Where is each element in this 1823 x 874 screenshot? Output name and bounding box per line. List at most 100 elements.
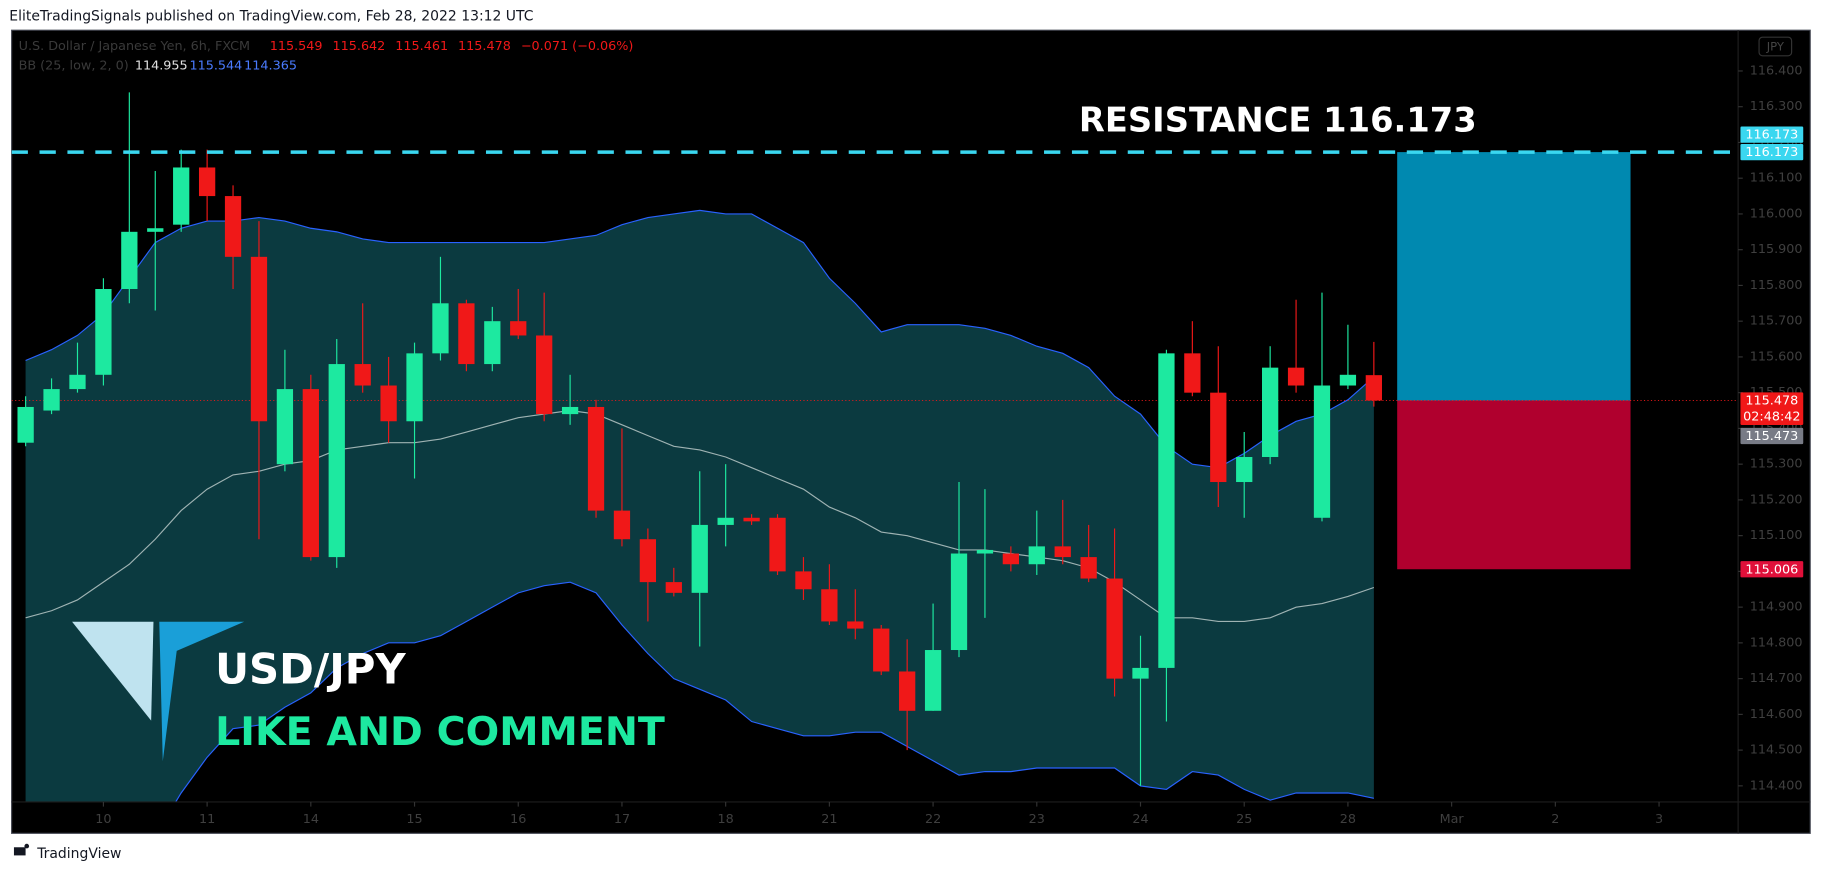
watermark-pair: USD/JPY bbox=[215, 644, 406, 693]
candle-body bbox=[173, 167, 190, 225]
currency-badge bbox=[1758, 36, 1793, 57]
candle-body bbox=[665, 582, 682, 593]
price-label-box bbox=[1740, 126, 1804, 143]
candle-body bbox=[821, 589, 838, 622]
y-tick-label: 115.200 bbox=[1750, 492, 1803, 507]
candle-body bbox=[302, 389, 319, 558]
y-tick-label: 115.100 bbox=[1750, 528, 1803, 543]
candle-body bbox=[95, 289, 112, 375]
x-tick-label: 18 bbox=[718, 812, 734, 827]
logo-mark bbox=[24, 843, 30, 849]
candle-body bbox=[1106, 578, 1123, 679]
y-tick-label: 116.000 bbox=[1750, 206, 1803, 221]
y-tick-label: 114.800 bbox=[1750, 635, 1803, 650]
candle-body bbox=[1365, 375, 1382, 401]
y-tick-label: 116.300 bbox=[1750, 99, 1803, 114]
x-tick-label: 16 bbox=[510, 812, 526, 827]
candle-body bbox=[198, 167, 216, 197]
candle-body bbox=[406, 353, 423, 422]
x-tick-label: 21 bbox=[821, 812, 837, 827]
y-tick-label: 116.100 bbox=[1750, 171, 1803, 186]
candle-body bbox=[1054, 546, 1071, 558]
price-label-box bbox=[1740, 392, 1804, 425]
candle-body bbox=[147, 228, 164, 232]
candle-body bbox=[17, 406, 34, 443]
legend-ohlc: 115.642 bbox=[333, 39, 386, 54]
x-tick-label: 14 bbox=[303, 812, 319, 827]
watermark-cta: LIKE AND COMMENT bbox=[215, 709, 665, 755]
overlay: 114.400 114.500 114.600 114.700 114.800 114.9… bbox=[19, 36, 1804, 827]
candle-body bbox=[1262, 367, 1279, 458]
candle-body bbox=[380, 385, 397, 422]
x-tick-label: 3 bbox=[1655, 812, 1663, 827]
legend-ohlc: 115.549 bbox=[270, 39, 323, 54]
x-tick-label: 2 bbox=[1551, 812, 1559, 827]
x-tick-label: 25 bbox=[1236, 812, 1252, 827]
logo-mark bbox=[13, 847, 26, 856]
legend-bb-value: 114.955 bbox=[135, 59, 188, 74]
legend-bb-value: 114.365 bbox=[244, 59, 297, 74]
footer: TradingView bbox=[36, 846, 121, 862]
candle-body bbox=[1158, 353, 1175, 668]
candle-body bbox=[69, 374, 86, 390]
y-tick-label: 115.900 bbox=[1750, 242, 1803, 257]
y-tick-label: 114.400 bbox=[1750, 778, 1803, 793]
candle-body bbox=[1132, 667, 1149, 679]
price-label: 115.478 bbox=[1745, 394, 1798, 409]
candle-body bbox=[250, 256, 268, 422]
price-label: 116.173 bbox=[1745, 145, 1798, 160]
candle-body bbox=[1184, 353, 1201, 393]
candle-body bbox=[458, 303, 475, 365]
x-tick-label: 24 bbox=[1132, 812, 1148, 827]
x-tick-label: Mar bbox=[1440, 812, 1465, 827]
x-tick-label: 15 bbox=[406, 812, 422, 827]
candle-body bbox=[1287, 367, 1305, 386]
candle-body bbox=[795, 571, 812, 590]
candle-body bbox=[691, 524, 708, 593]
bollinger-basis bbox=[25, 409, 1375, 623]
tradingview-logo: TradingView bbox=[13, 843, 121, 862]
price-countdown: 02:48:42 bbox=[1743, 409, 1800, 424]
price-label: 115.473 bbox=[1745, 429, 1798, 444]
candle-body bbox=[354, 364, 371, 386]
candle-body bbox=[432, 303, 449, 354]
y-tick-label: 115.800 bbox=[1750, 278, 1803, 293]
candle-body bbox=[639, 539, 657, 583]
bollinger-lower bbox=[175, 581, 1374, 802]
candle-body bbox=[561, 406, 579, 415]
y-tick-label: 116.400 bbox=[1750, 63, 1803, 78]
y-tick-label: 114.900 bbox=[1750, 600, 1803, 615]
x-tick-label: 23 bbox=[1029, 812, 1045, 827]
candle-body bbox=[484, 321, 501, 365]
legend-symbol: U.S. Dollar / Japanese Yen, 6h, FXCM bbox=[19, 39, 250, 54]
x-tick-label: 10 bbox=[95, 812, 111, 827]
candle-body bbox=[1339, 374, 1357, 386]
resistance-label: RESISTANCE 116.173 bbox=[1079, 100, 1477, 139]
header: EliteTradingSignals published on Trading… bbox=[9, 8, 533, 24]
price-label-box bbox=[1740, 427, 1804, 445]
candle-body bbox=[224, 196, 242, 257]
candle-body bbox=[924, 650, 942, 711]
candle-body bbox=[717, 517, 734, 525]
candle-body bbox=[899, 671, 916, 711]
stop-zone bbox=[1397, 400, 1631, 570]
candle-body bbox=[328, 364, 345, 558]
y-tick-label: 115.700 bbox=[1750, 314, 1803, 329]
y-tick-label: 115.300 bbox=[1750, 457, 1803, 472]
candle-body bbox=[1002, 553, 1020, 565]
y-tick-label: 114.700 bbox=[1750, 671, 1803, 686]
target-zone bbox=[1397, 152, 1631, 401]
watermark-logo bbox=[72, 621, 154, 721]
bollinger-upper bbox=[25, 209, 1375, 469]
legend-bb-value: 115.544 bbox=[190, 59, 243, 74]
candle-body bbox=[121, 231, 138, 290]
legend-change: −0.071 (−0.06%) bbox=[521, 39, 634, 54]
candle-body bbox=[976, 549, 994, 554]
candle-body bbox=[1028, 546, 1045, 565]
y-tick-label: 114.600 bbox=[1750, 707, 1803, 722]
price-label: 115.006 bbox=[1745, 562, 1798, 577]
legend-ohlc: 115.478 bbox=[458, 39, 511, 54]
price-label-box bbox=[1740, 143, 1804, 161]
candle-body bbox=[743, 517, 760, 522]
y-tick-label: 115.600 bbox=[1750, 349, 1803, 364]
